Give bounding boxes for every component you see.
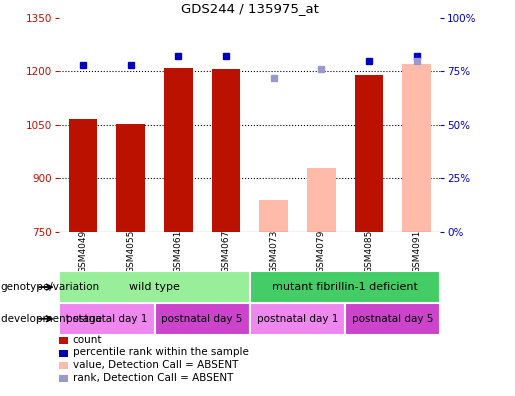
Bar: [59, 303, 154, 335]
Text: GSM4067: GSM4067: [221, 230, 230, 273]
Bar: [59, 271, 250, 303]
Bar: [68, 120, 97, 232]
Text: postnatal day 5: postnatal day 5: [161, 314, 243, 324]
Text: GSM4091: GSM4091: [412, 230, 421, 273]
Text: GSM4055: GSM4055: [126, 230, 135, 273]
Bar: [354, 75, 383, 232]
Bar: [345, 303, 440, 335]
Text: GSM4085: GSM4085: [365, 230, 373, 273]
Text: GSM4073: GSM4073: [269, 230, 278, 273]
Title: GDS244 / 135975_at: GDS244 / 135975_at: [181, 2, 319, 15]
Bar: [259, 200, 288, 232]
Bar: [212, 69, 240, 232]
Text: count: count: [73, 335, 102, 345]
Text: GSM4061: GSM4061: [174, 230, 183, 273]
Bar: [307, 168, 335, 232]
Text: development stage: development stage: [1, 314, 101, 324]
Bar: [402, 64, 431, 232]
Text: GSM4079: GSM4079: [317, 230, 325, 273]
Bar: [116, 124, 145, 232]
Text: postnatal day 5: postnatal day 5: [352, 314, 434, 324]
Text: rank, Detection Call = ABSENT: rank, Detection Call = ABSENT: [73, 373, 233, 383]
Text: postnatal day 1: postnatal day 1: [256, 314, 338, 324]
Bar: [250, 303, 345, 335]
Text: wild type: wild type: [129, 282, 180, 292]
Bar: [164, 68, 193, 232]
Bar: [250, 271, 440, 303]
Text: value, Detection Call = ABSENT: value, Detection Call = ABSENT: [73, 360, 238, 370]
Text: GSM4049: GSM4049: [79, 230, 88, 273]
Text: mutant fibrillin-1 deficient: mutant fibrillin-1 deficient: [272, 282, 418, 292]
Text: genotype/variation: genotype/variation: [1, 282, 99, 292]
Text: postnatal day 1: postnatal day 1: [66, 314, 148, 324]
Text: percentile rank within the sample: percentile rank within the sample: [73, 347, 249, 358]
Bar: [154, 303, 250, 335]
